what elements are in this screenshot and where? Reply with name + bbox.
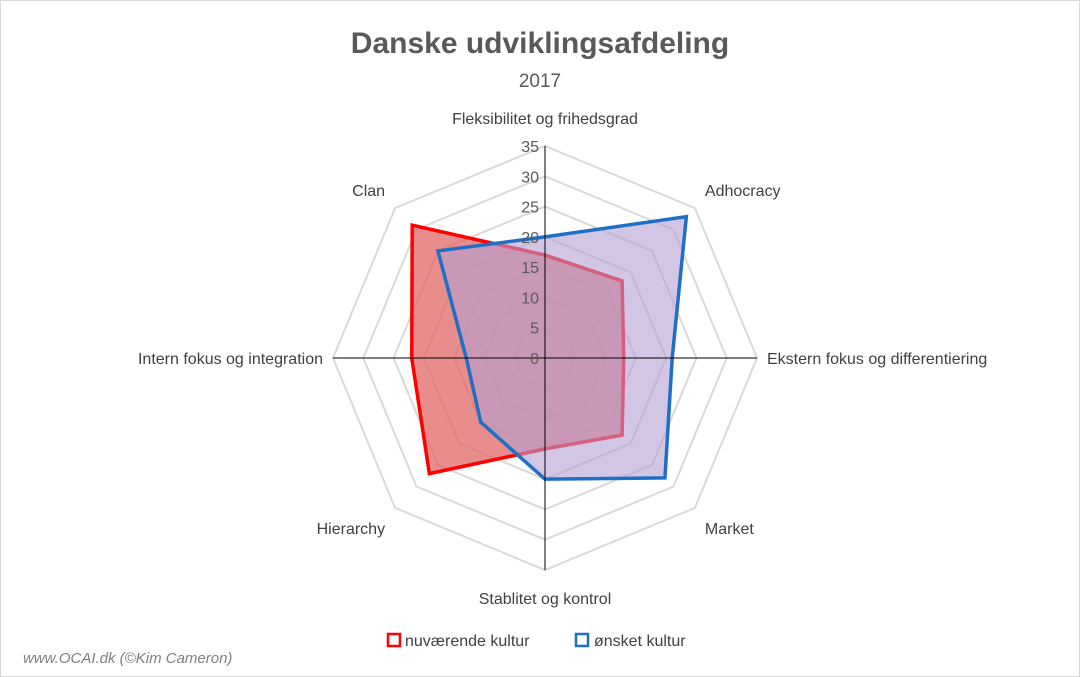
tick-label-20: 20	[521, 230, 539, 247]
axis-label-5: Hierarchy	[317, 521, 385, 538]
tick-label-15: 15	[521, 260, 539, 277]
chart-legend: nuværende kultur ønsket kultur	[386, 632, 686, 650]
tick-label-30: 30	[521, 169, 539, 186]
radar-axis-lines	[333, 146, 757, 570]
radar-tick-labels: 0 5 10 15 20 25 30 35	[521, 139, 539, 368]
axis-label-1: Adhocracy	[705, 183, 781, 200]
legend-swatch-nuvaerende	[386, 632, 402, 648]
tick-label-5: 5	[530, 321, 539, 338]
axis-label-3: Market	[705, 521, 754, 538]
chart-title: Danske udviklingsafdeling	[351, 27, 729, 60]
axis-label-7: Clan	[352, 183, 385, 200]
tick-label-0: 0	[530, 351, 539, 368]
chart-subtitle: 2017	[519, 71, 561, 92]
axis-label-4: Stablitet og kontrol	[479, 591, 612, 608]
radar-axis-labels: Fleksibilitet og frihedsgrad Adhocracy Eks…	[138, 111, 987, 608]
axis-label-6: Intern fokus og integration	[138, 351, 323, 368]
legend-label-onsket: ønsket kultur	[594, 633, 686, 650]
legend-label-nuvaerende: nuværende kultur	[405, 633, 530, 650]
footer-credit: www.OCAI.dk (©Kim Cameron)	[23, 650, 232, 667]
tick-label-35: 35	[521, 139, 539, 156]
axis-label-2: Ekstern fokus og differentiering	[767, 351, 987, 368]
tick-label-10: 10	[521, 290, 539, 307]
axis-label-0: Fleksibilitet og frihedsgrad	[452, 111, 638, 128]
radar-series	[409, 214, 689, 481]
tick-label-25: 25	[521, 200, 539, 217]
legend-swatch-onsket	[574, 632, 590, 648]
